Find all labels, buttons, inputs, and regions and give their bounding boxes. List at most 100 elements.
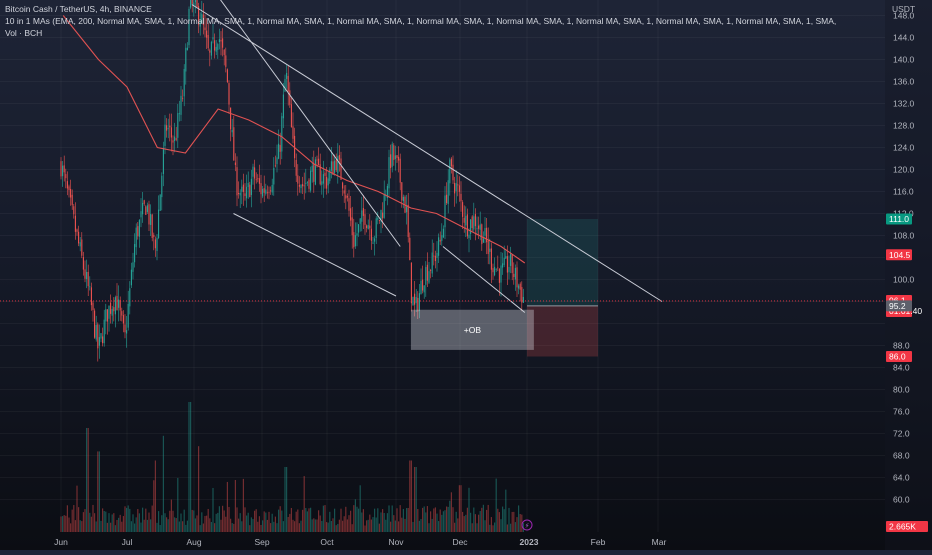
candle-body [441,235,443,241]
volume-bar [231,523,233,532]
volume-bar [418,520,420,532]
volume-bar [212,487,214,532]
volume-bar [126,507,128,532]
candle-body [271,185,273,193]
candle-body [436,252,438,258]
volume-bar [146,519,148,532]
volume-bar [185,524,187,532]
candle-body [210,41,212,56]
candle-body [81,239,83,256]
volume-legend[interactable]: Vol · BCH [5,28,43,38]
x-tick-label: Feb [591,537,606,547]
candle-body [460,193,462,202]
volume-bar [148,512,150,532]
candle-body [426,264,428,281]
candle-body [218,39,220,43]
volume-bar [226,481,228,532]
volume-bar [410,460,412,532]
candle-body [95,324,97,340]
position-tool[interactable] [527,219,598,357]
volume-bar [353,505,355,532]
volume-bar [73,505,75,532]
candle-body [326,176,328,189]
volume-bar [406,508,408,532]
candle-body [399,158,401,183]
candle-body [367,225,369,230]
volume-bar [100,520,102,532]
volume-bar [388,505,390,532]
volume-bar [494,522,496,532]
volume-bar [455,511,457,532]
candle-body [190,0,192,8]
volume-bar [228,506,230,532]
volume-bar [489,524,491,532]
candle-body [188,8,190,46]
candle-body [406,206,408,213]
volume-bar [164,513,166,532]
volume-bar [134,523,136,532]
candle-body [374,238,376,242]
trendlines[interactable] [0,0,885,313]
volume-bar [369,514,371,532]
candle-body [214,40,216,51]
candle-body [428,271,430,283]
candle-body [487,241,489,254]
volume-bar [398,521,400,532]
volume-bar [470,512,472,532]
candle-body [377,217,379,220]
candle-body [231,129,233,133]
candle-body [327,178,329,186]
volume-bar [431,518,433,532]
volume-bar [313,518,315,532]
candle-body [386,186,388,198]
candle-body [463,217,465,223]
volume-bar [510,523,512,532]
volume-bar [433,508,435,532]
candle-body [313,163,315,182]
candle-body [289,90,291,105]
volume-bar [519,514,521,532]
candle-body [422,279,424,291]
candle-body [321,181,323,185]
order-block-label: +OB [464,325,482,335]
candle-body [186,47,188,51]
candle-body [249,184,251,198]
candle-body [358,224,360,233]
candle-body [66,181,68,189]
candle-body [138,220,140,237]
volume-bar [153,480,155,532]
volume-bar [362,509,364,532]
volume-bar [210,521,212,532]
indicator-legend[interactable]: 10 in 1 MAs (EMA, 200, Normal MA, SMA, 1… [5,16,837,26]
volume-bar [260,524,262,532]
candle-body [215,46,217,52]
candle-body [226,69,228,83]
candle-body [87,271,89,287]
candle-body [439,239,441,242]
candle-body [284,79,286,92]
volume-bar [161,515,163,532]
candle-body [465,215,467,226]
volume-badge [886,521,928,532]
candle-body [478,225,480,229]
volume-bar [354,499,356,532]
candle-body [489,248,491,252]
volume-bar [286,467,288,532]
volume-bar [274,516,276,532]
volume-bar [295,511,297,532]
candle-body [236,167,238,196]
volume-bar [434,507,436,532]
annotations[interactable]: +OB [410,309,534,350]
volume-bar [378,523,380,532]
y-tick-label: 116.0 [893,187,914,197]
volume-bar [308,508,310,532]
volume-bar [321,520,323,532]
candle-body [500,265,502,283]
volume-bar [502,506,504,532]
volume-bar [484,520,486,532]
candle-body [142,202,144,215]
volume-bar [202,523,204,532]
volume-bar [289,513,291,532]
